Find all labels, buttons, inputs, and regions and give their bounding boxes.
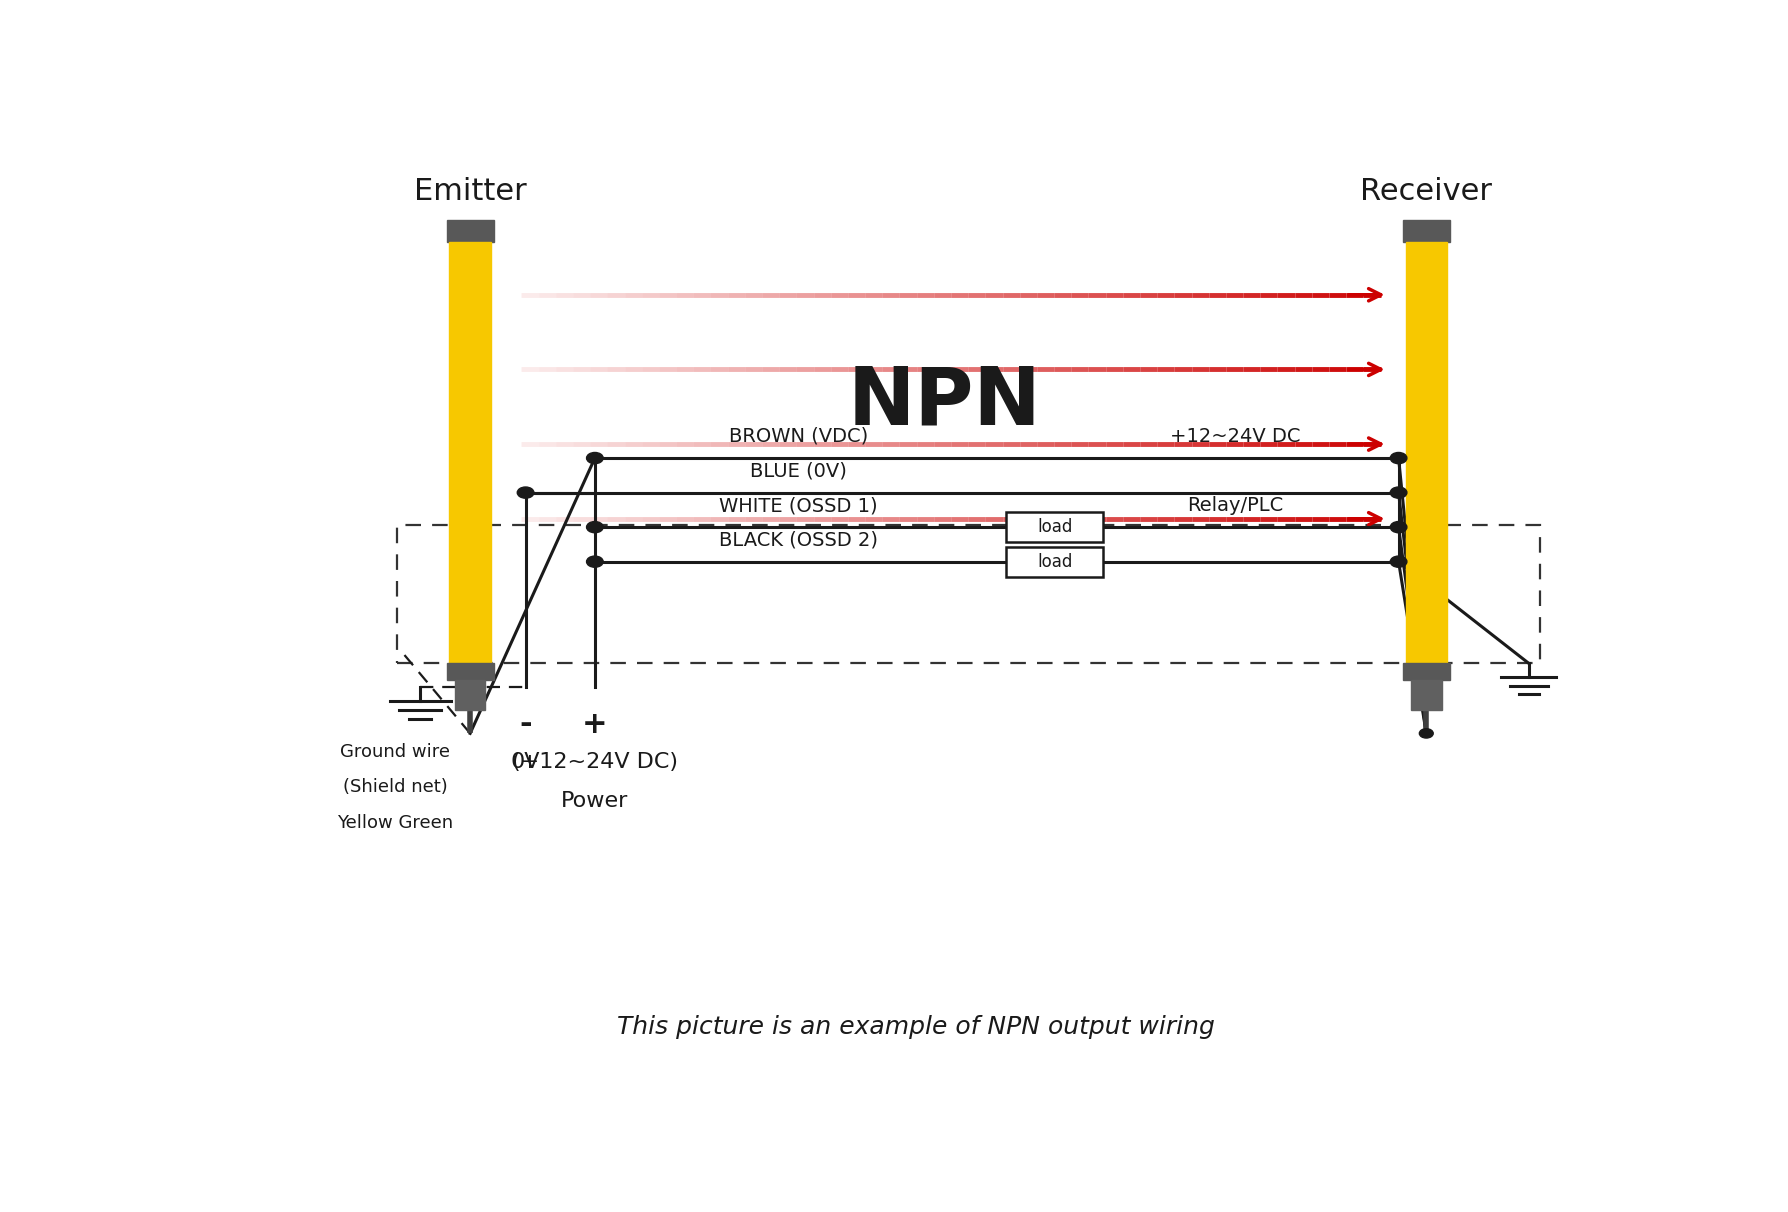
Bar [397, 525, 1539, 663]
Bar [1404, 221, 1450, 241]
Text: Yellow Green: Yellow Green [338, 813, 454, 831]
Bar [447, 221, 493, 241]
Text: -: - [519, 710, 531, 739]
Text: Receiver: Receiver [1361, 177, 1493, 206]
Text: NPN: NPN [848, 364, 1041, 441]
Circle shape [517, 487, 535, 498]
Text: load: load [1037, 553, 1073, 571]
Circle shape [1391, 487, 1407, 498]
Bar [447, 663, 493, 680]
Text: BLUE (0V): BLUE (0V) [751, 462, 848, 480]
Bar [449, 241, 492, 663]
Text: (+12~24V DC): (+12~24V DC) [511, 751, 678, 772]
Circle shape [1391, 521, 1407, 533]
Circle shape [586, 521, 603, 533]
Circle shape [1391, 556, 1407, 567]
Circle shape [586, 452, 603, 464]
Text: +: + [583, 710, 608, 739]
Bar [454, 680, 485, 710]
Bar [1404, 663, 1450, 680]
Text: 0V: 0V [511, 751, 540, 772]
Circle shape [586, 556, 603, 567]
Text: Power: Power [561, 791, 629, 811]
Text: +12~24V DC: +12~24V DC [1169, 427, 1300, 446]
Text: WHITE (OSSD 1): WHITE (OSSD 1) [719, 496, 878, 515]
Text: BROWN (VDC): BROWN (VDC) [730, 427, 869, 446]
Bar [1411, 680, 1441, 710]
Text: BLACK (OSSD 2): BLACK (OSSD 2) [719, 531, 878, 549]
Text: (Shield net): (Shield net) [343, 778, 447, 796]
Text: Relay/PLC: Relay/PLC [1187, 496, 1284, 515]
Bar [1007, 513, 1103, 542]
Text: load: load [1037, 519, 1073, 536]
Circle shape [1420, 728, 1434, 738]
Circle shape [1391, 452, 1407, 464]
Text: Emitter: Emitter [413, 177, 526, 206]
Bar [1405, 241, 1446, 663]
Text: Ground wire: Ground wire [340, 743, 451, 761]
Bar [1007, 547, 1103, 577]
Text: This picture is an example of NPN output wiring: This picture is an example of NPN output… [617, 1016, 1216, 1040]
